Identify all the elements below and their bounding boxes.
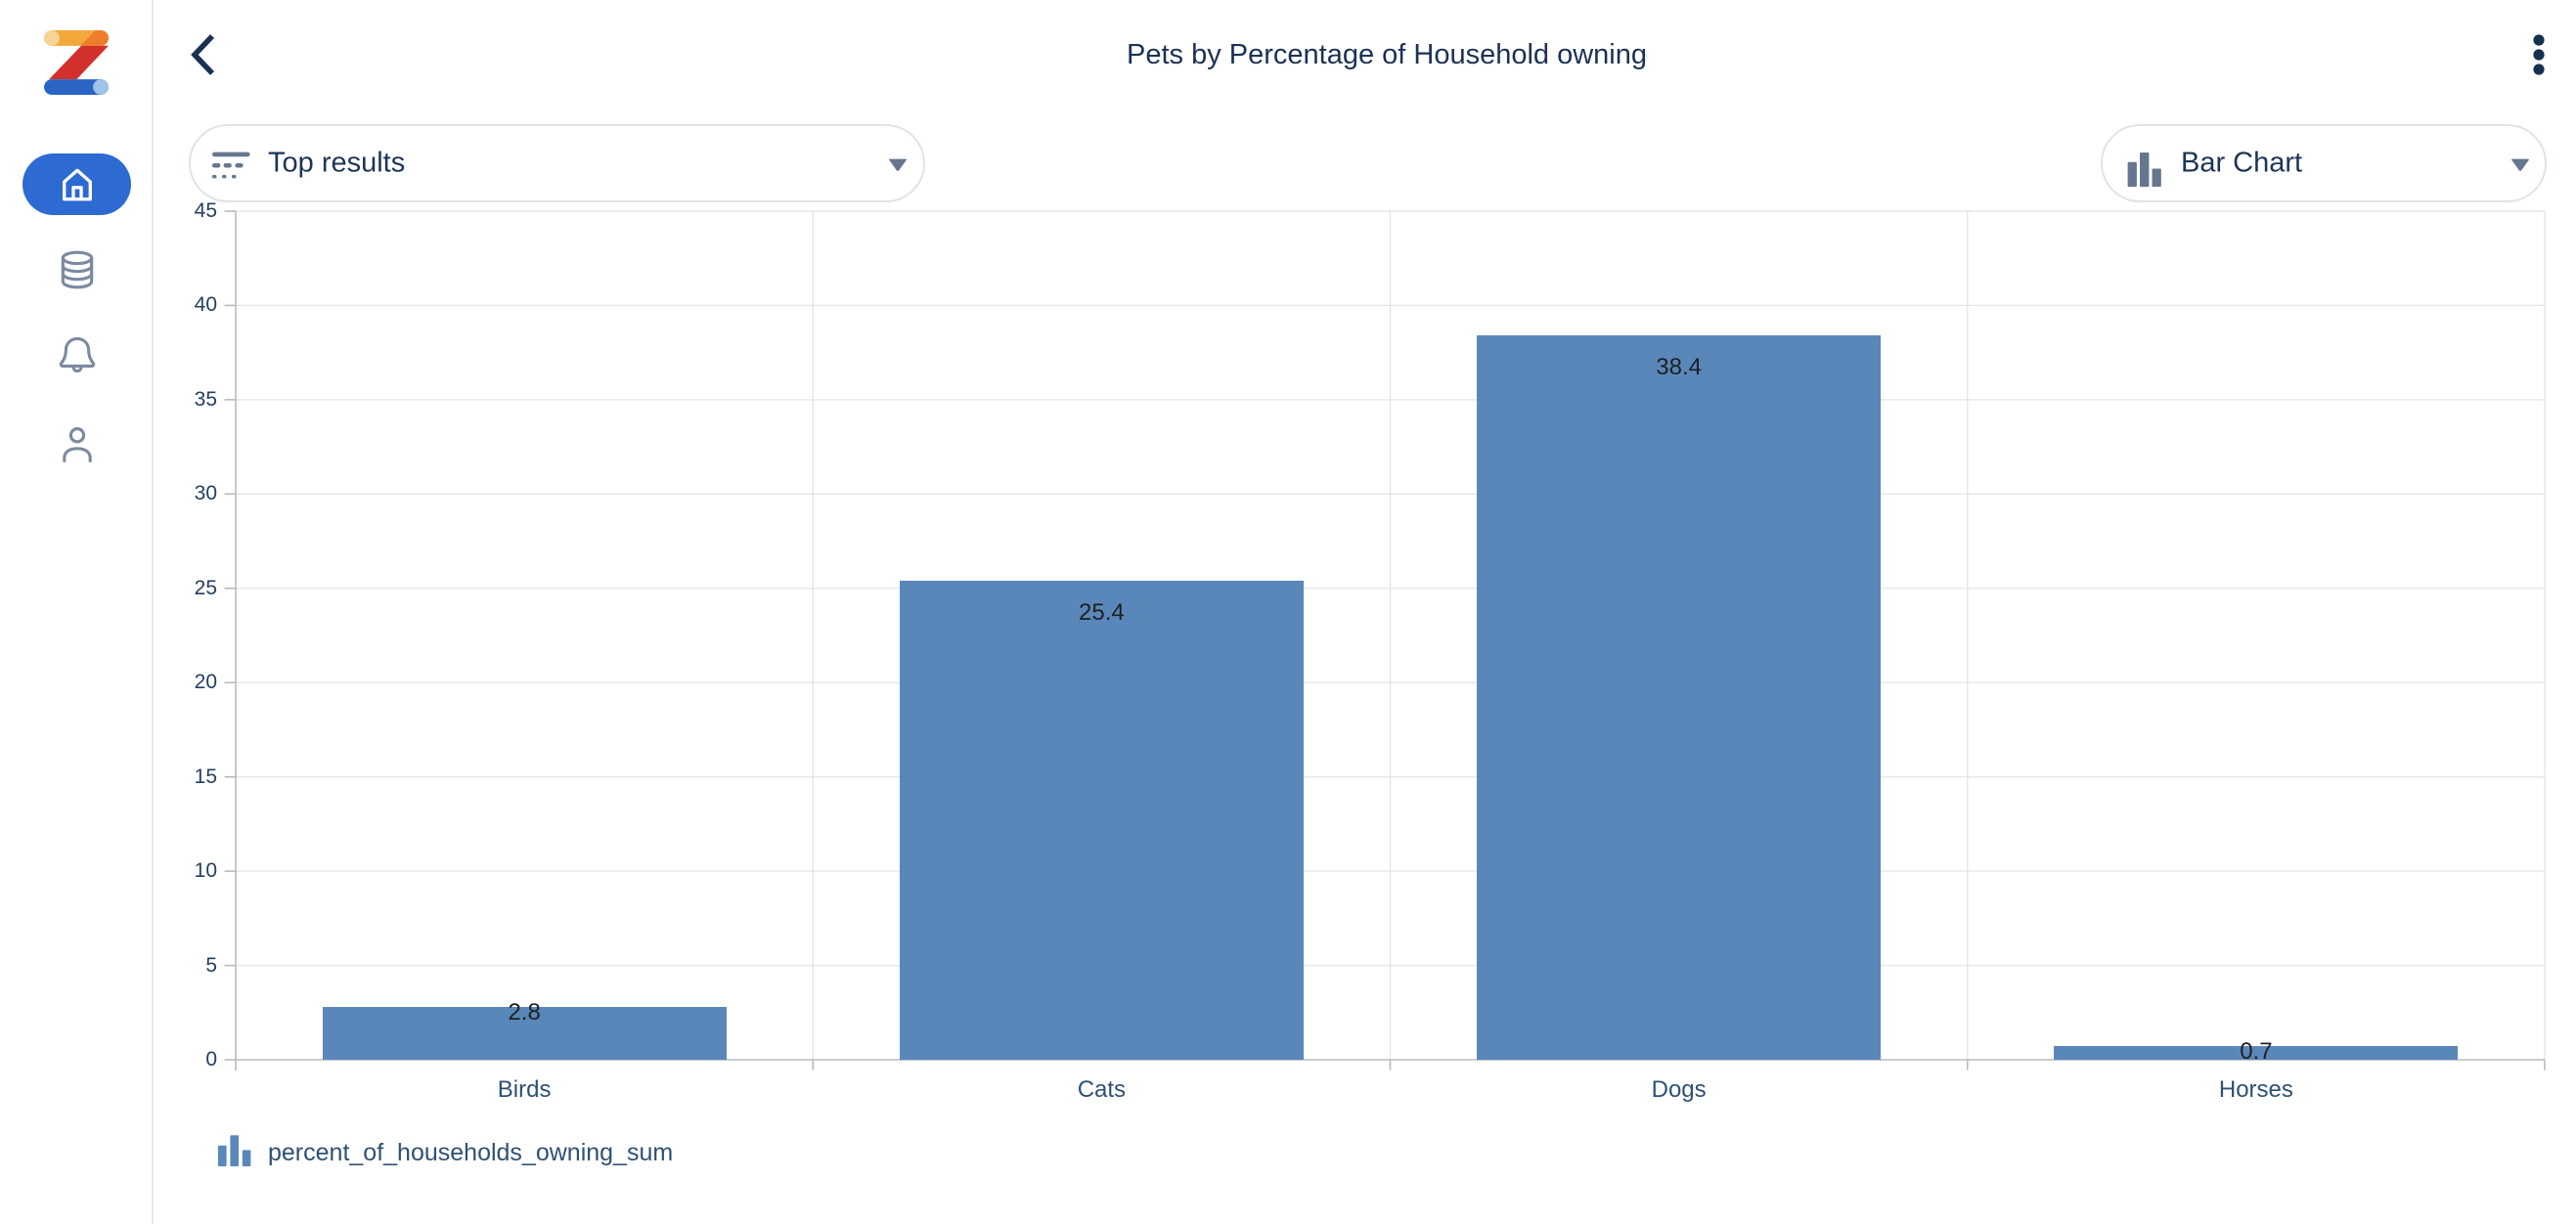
home-icon [62, 168, 92, 200]
y-axis-tick-label: 40 [194, 293, 217, 317]
page-title: Pets by Percentage of Household owning [1126, 39, 1648, 70]
chevron-down-icon [2511, 158, 2529, 171]
bar-value-label: 0.7 [2240, 1038, 2273, 1066]
y-axis-tick-label: 5 [205, 953, 217, 977]
top-results-icon [212, 152, 250, 179]
bar-dogs[interactable] [1477, 335, 1882, 1060]
top-results-label: Top results [268, 147, 406, 179]
bar-horses[interactable] [2054, 1046, 2459, 1060]
chart-type-label: Bar Chart [2181, 147, 2303, 179]
y-axis-tick-label: 0 [205, 1048, 217, 1071]
database-icon [61, 250, 93, 289]
back-button[interactable] [189, 31, 218, 78]
x-axis-category-label: Horses [2218, 1076, 2293, 1103]
bar-value-label: 2.8 [508, 998, 541, 1026]
bar-chart-icon [2127, 153, 2161, 187]
home-active-pill [22, 153, 131, 215]
y-axis-tick-label: 30 [194, 482, 217, 505]
bar-cats[interactable] [899, 581, 1304, 1060]
x-axis-category-label: Dogs [1651, 1076, 1707, 1103]
y-axis-tick-label: 35 [194, 387, 217, 411]
bell-icon [59, 336, 95, 373]
zing-logo [44, 30, 109, 95]
sidebar-item-notifications[interactable] [0, 331, 154, 380]
sidebar [0, 0, 154, 1224]
chevron-down-icon [889, 158, 907, 171]
y-axis-tick-label: 25 [194, 576, 217, 599]
bar-value-label: 38.4 [1656, 354, 1702, 381]
legend-series-label: percent_of_households_owning_sum [268, 1139, 674, 1166]
sidebar-item-profile[interactable] [0, 420, 154, 467]
y-axis-tick-label: 10 [194, 859, 217, 883]
top-results-dropdown[interactable]: Top results [189, 124, 925, 202]
y-axis-tick-label: 20 [194, 671, 217, 694]
chart-legend[interactable]: percent_of_households_owning_sum [218, 1133, 673, 1166]
kebab-menu-icon[interactable] [2528, 29, 2550, 80]
x-axis-category-label: Cats [1077, 1076, 1127, 1103]
person-icon [62, 427, 92, 462]
bar-value-label: 25.4 [1079, 599, 1125, 627]
sidebar-item-home[interactable] [0, 153, 154, 215]
legend-bar-chart-icon [218, 1135, 251, 1166]
chart-type-dropdown[interactable]: Bar Chart [2101, 124, 2547, 202]
y-axis-tick-label: 45 [194, 199, 217, 222]
y-axis-tick-label: 15 [194, 765, 217, 788]
sidebar-item-data[interactable] [0, 248, 154, 291]
x-axis-category-label: Birds [497, 1076, 552, 1103]
bar-birds[interactable] [322, 1006, 727, 1060]
